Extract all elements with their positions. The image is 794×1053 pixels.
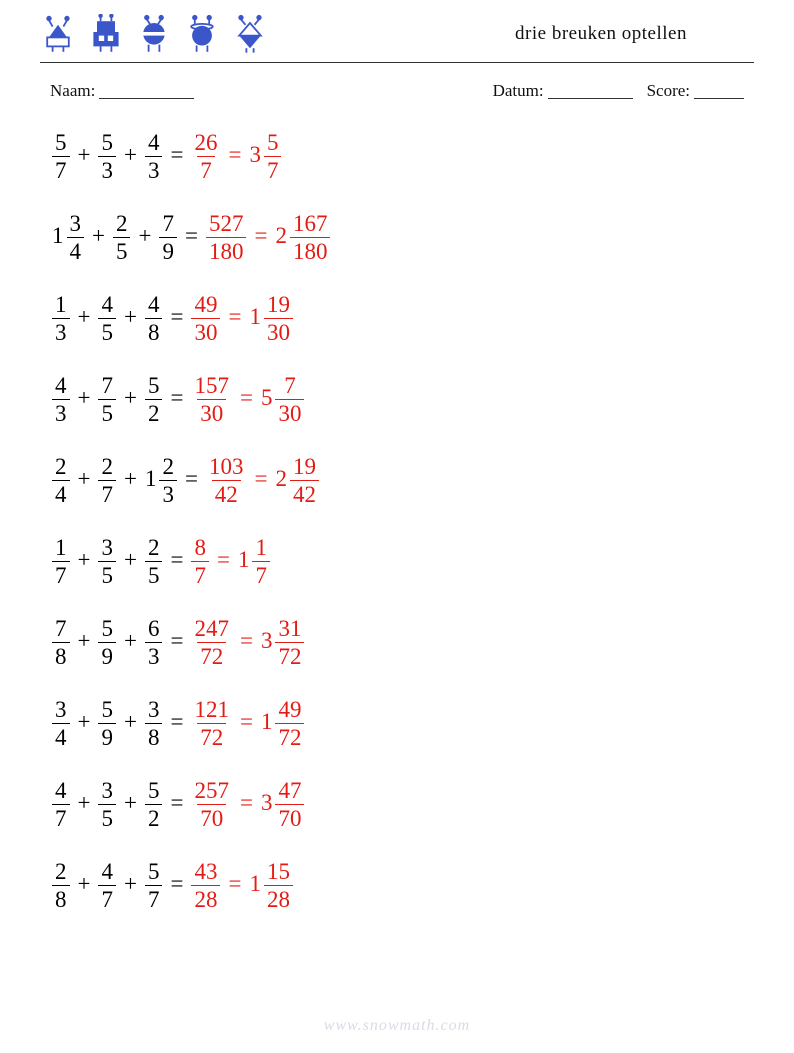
problem-row: 57+53+43=267=357	[50, 131, 744, 182]
problem-question: 43+75+52=	[50, 374, 189, 425]
name-blank	[99, 81, 194, 99]
name-label: Naam:	[50, 81, 95, 101]
problem-answer: 12172=14972	[189, 698, 306, 749]
problem-answer: 267=357	[189, 131, 283, 182]
problem-question: 28+47+57=	[50, 860, 189, 911]
problem-answer: 24772=33172	[189, 617, 306, 668]
problem-question: 47+35+52=	[50, 779, 189, 830]
problem-answer: 10342=21942	[204, 455, 321, 506]
footer-watermark: www.snowmath.com	[0, 1017, 794, 1035]
problem-answer: 25770=34770	[189, 779, 306, 830]
problem-answer: 15730=5730	[189, 374, 306, 425]
problem-question: 24+27+123=	[50, 455, 204, 506]
robot-icon-row	[40, 14, 268, 54]
problem-question: 57+53+43=	[50, 131, 189, 182]
problem-row: 24+27+123=10342=21942	[50, 455, 744, 506]
header: drie breuken optellen	[0, 0, 794, 62]
problem-row: 43+75+52=15730=5730	[50, 374, 744, 425]
problem-row: 78+59+63=24772=33172	[50, 617, 744, 668]
score-label: Score:	[647, 81, 690, 101]
info-line: Naam: Datum: Score:	[0, 63, 794, 101]
problem-row: 13+45+48=4930=11930	[50, 293, 744, 344]
robot-icon	[136, 14, 172, 54]
problem-question: 134+25+79=	[50, 212, 204, 263]
problem-row: 17+35+25=87=117	[50, 536, 744, 587]
problem-list: 57+53+43=267=357 134+25+79=527180=2167180…	[0, 101, 794, 941]
problem-row: 47+35+52=25770=34770	[50, 779, 744, 830]
problem-answer: 87=117	[189, 536, 271, 587]
date-blank	[548, 81, 633, 99]
robot-icon	[40, 14, 76, 54]
problem-question: 17+35+25=	[50, 536, 189, 587]
problem-question: 13+45+48=	[50, 293, 189, 344]
problem-question: 34+59+38=	[50, 698, 189, 749]
problem-row: 134+25+79=527180=2167180	[50, 212, 744, 263]
problem-question: 78+59+63=	[50, 617, 189, 668]
date-label: Datum:	[493, 81, 544, 101]
problem-answer: 4930=11930	[189, 293, 294, 344]
robot-icon	[88, 14, 124, 54]
worksheet-title: drie breuken optellen	[268, 23, 754, 45]
problem-answer: 4328=11528	[189, 860, 294, 911]
problem-row: 34+59+38=12172=14972	[50, 698, 744, 749]
robot-icon	[232, 14, 268, 54]
robot-icon	[184, 14, 220, 54]
problem-answer: 527180=2167180	[204, 212, 332, 263]
score-blank	[694, 81, 744, 99]
problem-row: 28+47+57=4328=11528	[50, 860, 744, 911]
